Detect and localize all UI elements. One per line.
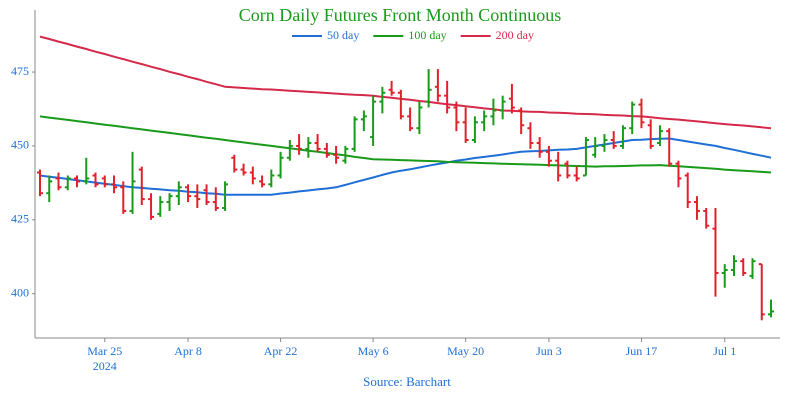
x-tick-label: Mar 25 <box>87 344 122 358</box>
source-note: Source: Barchart <box>363 374 451 389</box>
x-tick-label: May 6 <box>358 344 389 358</box>
chart-title: Corn Daily Futures Front Month Continuou… <box>239 5 562 25</box>
y-tick-label: 400 <box>11 285 29 299</box>
x-tick-label: Jul 1 <box>713 344 736 358</box>
moving-average-line <box>39 115 772 174</box>
legend-label: 50 day <box>327 28 359 42</box>
y-tick-label: 475 <box>11 64 29 78</box>
legend-label: 100 day <box>408 28 446 42</box>
legend-label: 200 day <box>496 28 534 42</box>
x-tick-label: Jun 17 <box>626 344 658 358</box>
x-year-label: 2024 <box>93 359 117 373</box>
moving-average-line <box>39 137 772 196</box>
x-tick-label: Jun 3 <box>536 344 562 358</box>
y-tick-label: 450 <box>11 138 29 152</box>
x-tick-label: May 20 <box>447 344 484 358</box>
x-tick-label: Apr 8 <box>174 344 202 358</box>
x-tick-label: Apr 22 <box>264 344 298 358</box>
moving-average-line <box>39 35 772 130</box>
y-tick-label: 425 <box>11 212 29 226</box>
